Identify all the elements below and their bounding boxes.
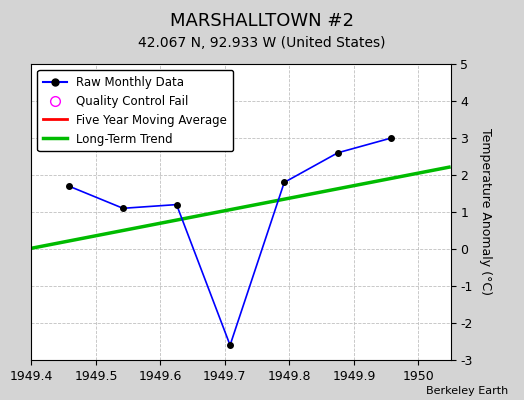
Text: 42.067 N, 92.933 W (United States): 42.067 N, 92.933 W (United States) [138, 36, 386, 50]
Text: MARSHALLTOWN #2: MARSHALLTOWN #2 [170, 12, 354, 30]
Legend: Raw Monthly Data, Quality Control Fail, Five Year Moving Average, Long-Term Tren: Raw Monthly Data, Quality Control Fail, … [37, 70, 233, 152]
Text: Berkeley Earth: Berkeley Earth [426, 386, 508, 396]
Y-axis label: Temperature Anomaly (°C): Temperature Anomaly (°C) [479, 128, 492, 296]
